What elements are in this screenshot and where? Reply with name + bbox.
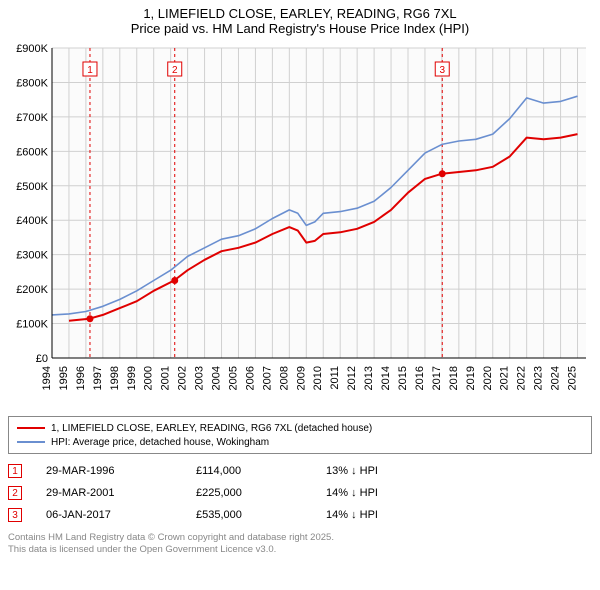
transaction-date: 29-MAR-1996 — [46, 465, 196, 477]
svg-text:£300K: £300K — [16, 250, 48, 262]
svg-text:£200K: £200K — [16, 284, 48, 296]
chart-svg: £0 £100K £200K £300K £400K £500K £600K £700K £80… — [8, 42, 592, 410]
chart: £0 £100K £200K £300K £400K £500K £600K £700K £80… — [8, 42, 592, 410]
transaction-badge: 2 — [8, 486, 22, 500]
svg-text:£400K: £400K — [16, 215, 48, 227]
table-row: 2 29-MAR-2001 £225,000 14% ↓ HPI — [8, 482, 592, 504]
svg-text:2007: 2007 — [261, 366, 273, 390]
svg-text:1997: 1997 — [92, 366, 104, 390]
table-row: 3 06-JAN-2017 £535,000 14% ↓ HPI — [8, 504, 592, 526]
svg-text:1: 1 — [87, 65, 93, 76]
svg-text:2023: 2023 — [533, 366, 545, 390]
svg-text:2022: 2022 — [516, 366, 528, 390]
svg-text:2010: 2010 — [312, 366, 324, 390]
transaction-pct: 13% ↓ HPI — [326, 465, 446, 477]
svg-text:2005: 2005 — [227, 366, 239, 390]
svg-text:2016: 2016 — [414, 366, 426, 390]
transaction-price: £114,000 — [196, 465, 326, 477]
svg-text:2019: 2019 — [465, 366, 477, 390]
legend-label-2: HPI: Average price, detached house, Woki… — [51, 437, 269, 448]
svg-text:2003: 2003 — [194, 366, 206, 390]
legend-swatch-2 — [17, 441, 45, 443]
svg-text:£700K: £700K — [16, 112, 48, 124]
footnote-line-2: This data is licensed under the Open Gov… — [8, 544, 592, 556]
svg-text:1996: 1996 — [75, 366, 87, 390]
legend-swatch-1 — [17, 427, 45, 429]
svg-text:2: 2 — [172, 65, 178, 76]
svg-text:1998: 1998 — [109, 366, 121, 390]
footnote: Contains HM Land Registry data © Crown c… — [8, 532, 592, 556]
legend: 1, LIMEFIELD CLOSE, EARLEY, READING, RG6… — [8, 416, 592, 454]
transaction-pct: 14% ↓ HPI — [326, 487, 446, 499]
svg-text:2009: 2009 — [295, 366, 307, 390]
transaction-price: £535,000 — [196, 509, 326, 521]
title-block: 1, LIMEFIELD CLOSE, EARLEY, READING, RG6… — [8, 6, 592, 36]
svg-text:2013: 2013 — [363, 366, 375, 390]
svg-text:2024: 2024 — [550, 366, 562, 390]
transaction-price: £225,000 — [196, 487, 326, 499]
svg-text:2012: 2012 — [346, 366, 358, 390]
legend-row-1: 1, LIMEFIELD CLOSE, EARLEY, READING, RG6… — [17, 421, 583, 435]
svg-text:2020: 2020 — [482, 366, 494, 390]
svg-text:2021: 2021 — [499, 366, 511, 390]
svg-text:2002: 2002 — [177, 366, 189, 390]
svg-text:£900K: £900K — [16, 43, 48, 55]
transaction-pct: 14% ↓ HPI — [326, 509, 446, 521]
svg-text:2014: 2014 — [380, 366, 392, 390]
svg-text:3: 3 — [439, 65, 445, 76]
svg-text:2015: 2015 — [397, 366, 409, 390]
svg-text:£800K: £800K — [16, 77, 48, 89]
svg-text:2018: 2018 — [448, 366, 460, 390]
legend-row-2: HPI: Average price, detached house, Woki… — [17, 435, 583, 449]
table-row: 1 29-MAR-1996 £114,000 13% ↓ HPI — [8, 460, 592, 482]
svg-text:2011: 2011 — [329, 366, 341, 390]
svg-text:1994: 1994 — [41, 366, 53, 390]
svg-text:2017: 2017 — [431, 366, 443, 390]
svg-text:£0: £0 — [36, 353, 48, 365]
transaction-badge: 1 — [8, 464, 22, 478]
transaction-badge: 3 — [8, 508, 22, 522]
svg-text:2004: 2004 — [211, 366, 223, 390]
svg-text:2006: 2006 — [244, 366, 256, 390]
svg-text:1999: 1999 — [126, 366, 138, 390]
root: 1, LIMEFIELD CLOSE, EARLEY, READING, RG6… — [0, 0, 600, 562]
transaction-date: 06-JAN-2017 — [46, 509, 196, 521]
transaction-date: 29-MAR-2001 — [46, 487, 196, 499]
transactions-table: 1 29-MAR-1996 £114,000 13% ↓ HPI 2 29-MA… — [8, 460, 592, 526]
svg-text:2008: 2008 — [278, 366, 290, 390]
svg-text:£600K: £600K — [16, 146, 48, 158]
svg-text:2000: 2000 — [143, 366, 155, 390]
svg-text:1995: 1995 — [58, 366, 70, 390]
legend-label-1: 1, LIMEFIELD CLOSE, EARLEY, READING, RG6… — [51, 423, 372, 434]
svg-text:2025: 2025 — [567, 366, 579, 390]
title-address: 1, LIMEFIELD CLOSE, EARLEY, READING, RG6… — [8, 6, 592, 21]
footnote-line-1: Contains HM Land Registry data © Crown c… — [8, 532, 592, 544]
title-subtitle: Price paid vs. HM Land Registry's House … — [8, 21, 592, 36]
svg-text:2001: 2001 — [160, 366, 172, 390]
svg-text:£100K: £100K — [16, 319, 48, 331]
svg-text:£500K: £500K — [16, 181, 48, 193]
